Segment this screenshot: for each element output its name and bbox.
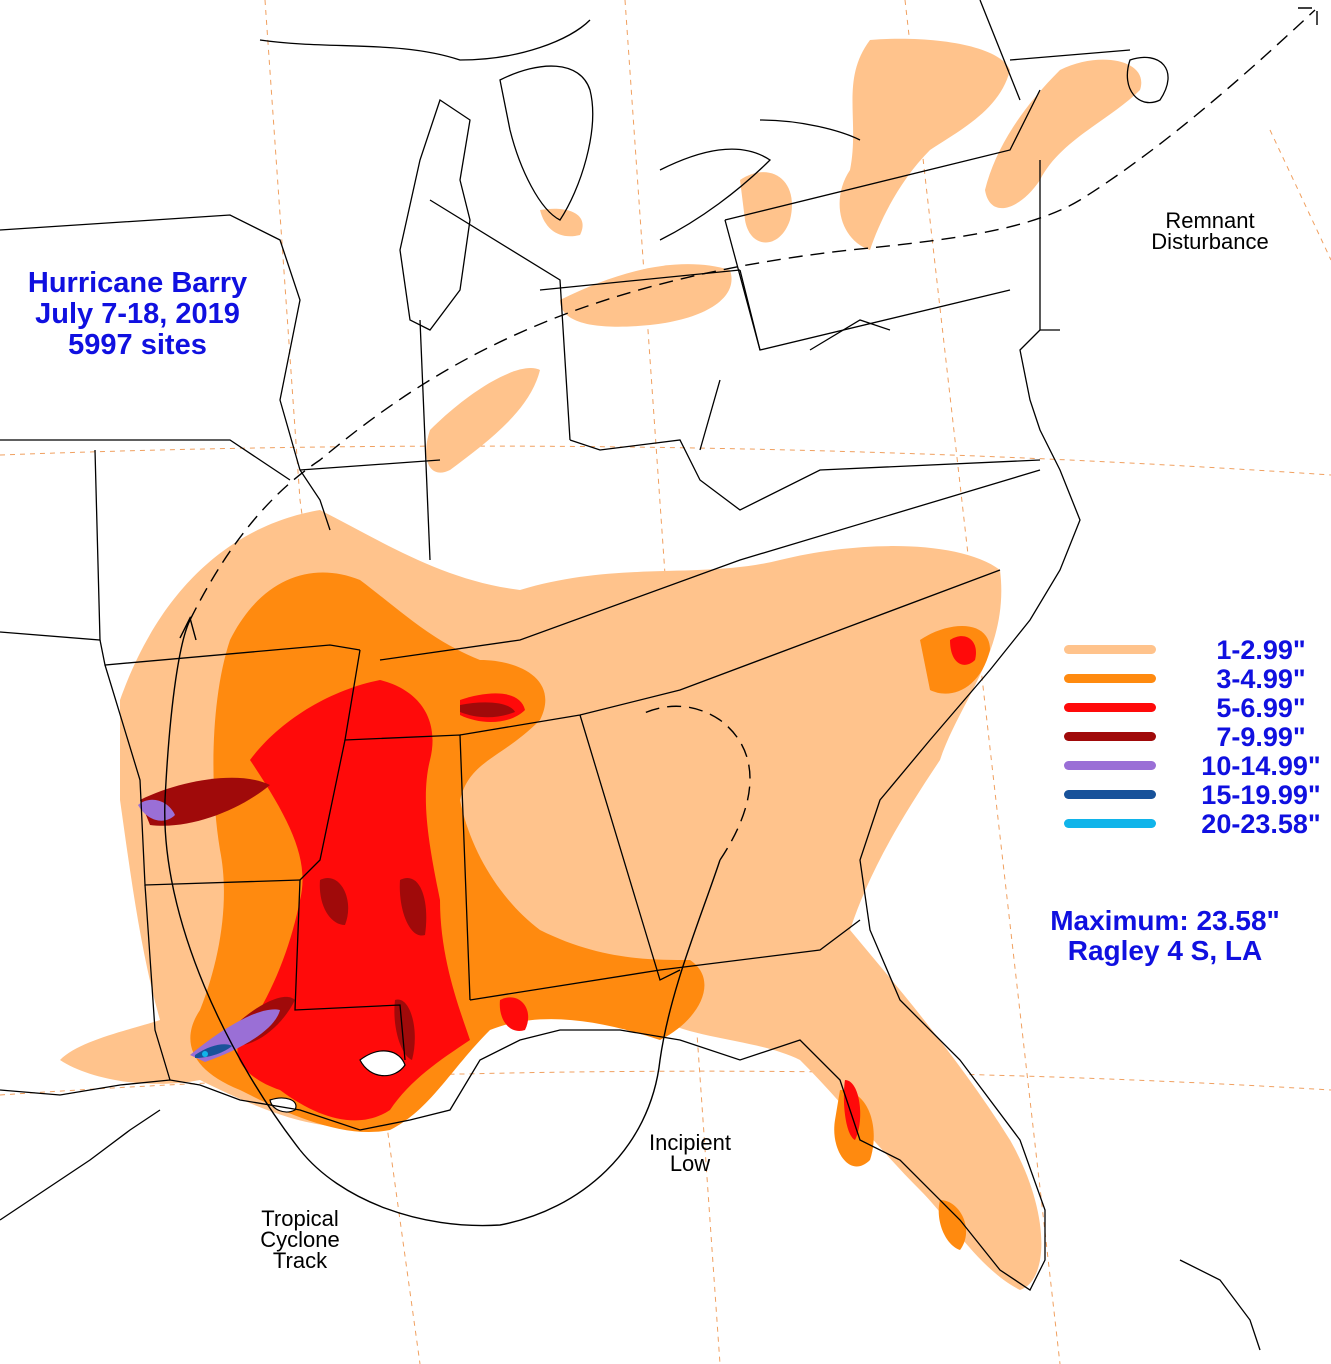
remnant-track [189, 7, 1318, 861]
legend-label: 10-14.99" [1201, 751, 1321, 781]
track-line3: Track [272, 1248, 328, 1273]
legend-swatch [1064, 790, 1156, 799]
legend-swatch [1064, 761, 1156, 770]
incipient-low-label: Incipient Low [630, 1130, 750, 1176]
legend-swatch [1064, 645, 1156, 654]
legend-label: 5-6.99" [1216, 693, 1306, 723]
legend-swatch [1064, 703, 1156, 712]
maximum-rainfall-note: Maximum: 23.58" Ragley 4 S, LA [1010, 906, 1320, 966]
legend-item: 3-4.99" [1060, 665, 1330, 694]
rainfall-legend: 1-2.99" 3-4.99" 5-6.99" 7-9.99" 10-14.99… [1060, 636, 1330, 839]
cyclone-track [164, 616, 721, 1227]
remnant-disturbance-label: Remnant Disturbance [1120, 208, 1300, 254]
legend-label: 1-2.99" [1216, 635, 1306, 665]
track-line1: Tropical [261, 1206, 339, 1231]
rain-band-20-plus [202, 1051, 208, 1057]
maximum-value: Maximum: 23.58" [1050, 905, 1280, 936]
legend-swatch [1064, 732, 1156, 741]
legend-item: 5-6.99" [1060, 694, 1330, 723]
gulf-coast-water [269, 1050, 406, 1113]
title-line-sites: 5997 sites [68, 329, 207, 361]
remnant-line1: Remnant [1165, 208, 1255, 233]
coastline [0, 19, 1261, 1351]
legend-item: 1-2.99" [1060, 636, 1330, 665]
map-title: Hurricane Barry July 7-18, 2019 5997 sit… [0, 268, 275, 361]
legend-item: 7-9.99" [1060, 723, 1330, 752]
track-line2: Cyclone [260, 1227, 340, 1252]
incipient-line2: Low [669, 1151, 711, 1176]
legend-item: 15-19.99" [1060, 781, 1330, 810]
incipient-line1: Incipient [649, 1130, 731, 1155]
legend-label: 20-23.58" [1201, 809, 1321, 839]
legend-label: 3-4.99" [1216, 664, 1306, 694]
maximum-location: Ragley 4 S, LA [1067, 935, 1263, 966]
remnant-line2: Disturbance [1151, 229, 1269, 254]
legend-label: 15-19.99" [1201, 780, 1321, 810]
title-line-storm: Hurricane Barry [27, 267, 248, 299]
legend-swatch [1064, 819, 1156, 828]
legend-item: 20-23.58" [1060, 810, 1330, 839]
legend-swatch [1064, 674, 1156, 683]
legend-label: 7-9.99" [1216, 722, 1306, 752]
legend-item: 10-14.99" [1060, 752, 1330, 781]
title-line-dates: July 7-18, 2019 [35, 298, 240, 330]
state-borders [0, 0, 1131, 1081]
tropical-cyclone-track-label: Tropical Cyclone Track [230, 1206, 370, 1273]
